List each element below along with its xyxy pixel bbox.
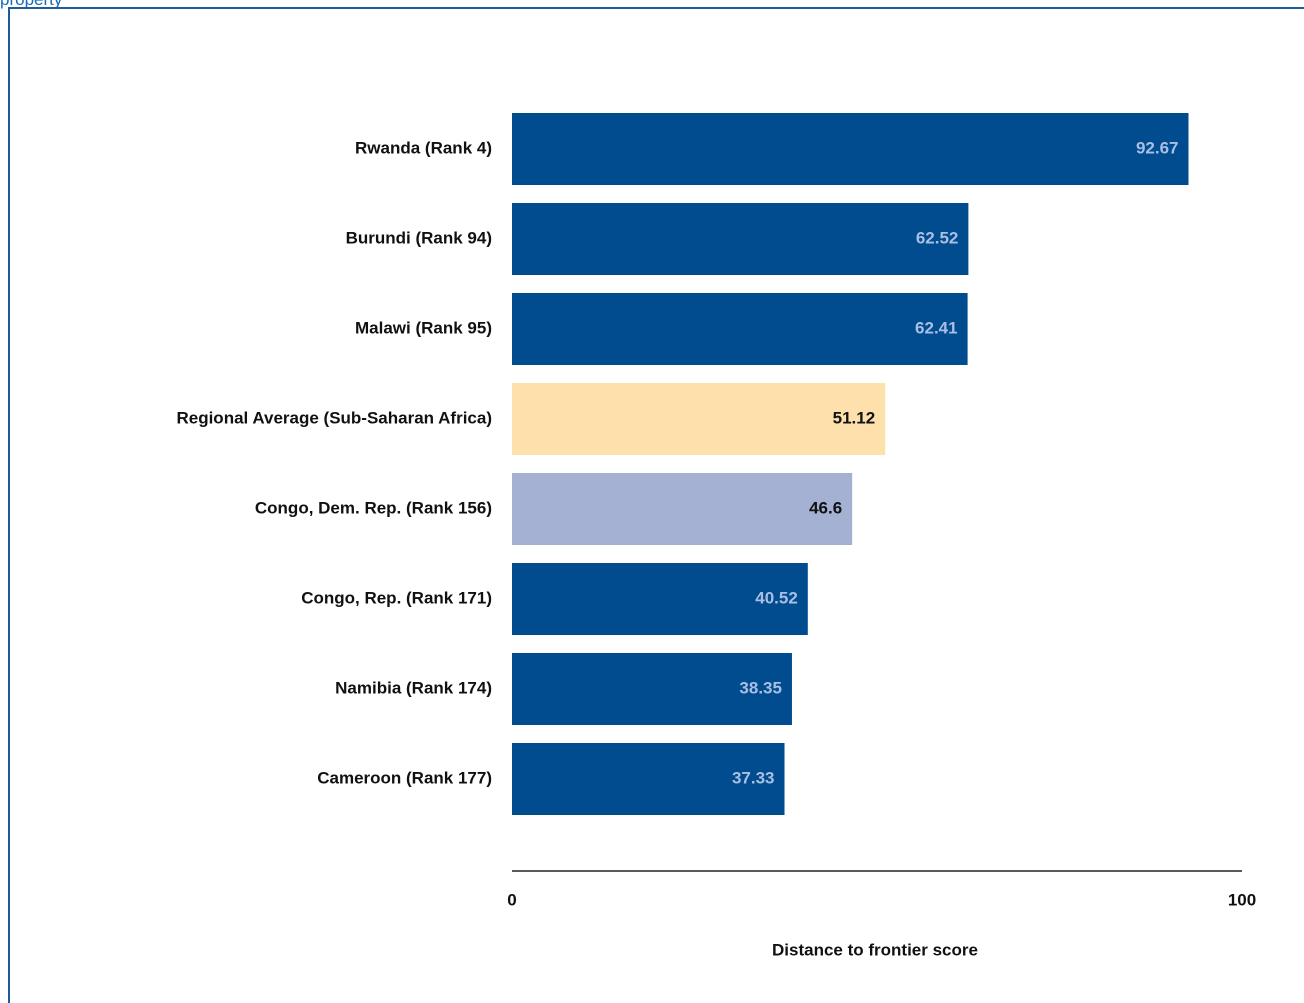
value-label: 62.52 — [916, 228, 959, 247]
bar — [512, 653, 792, 725]
value-label: 62.41 — [915, 318, 958, 337]
value-label: 38.35 — [739, 678, 782, 697]
category-label: Malawi (Rank 95) — [355, 318, 492, 337]
bar — [512, 473, 853, 545]
frame — [8, 7, 1304, 1003]
value-label: 51.12 — [833, 408, 876, 427]
value-label: 37.33 — [732, 768, 775, 787]
category-label: Regional Average (Sub-Saharan Africa) — [176, 408, 492, 427]
category-label: Namibia (Rank 174) — [335, 678, 492, 697]
bar — [512, 113, 1189, 185]
x-axis-label: Distance to frontier score — [772, 940, 978, 959]
x-tick-label: 0 — [507, 890, 516, 909]
category-label: Congo, Rep. (Rank 171) — [301, 588, 492, 607]
category-label: Cameroon (Rank 177) — [317, 768, 492, 787]
header-fragment: property — [0, 0, 62, 10]
value-label: 92.67 — [1136, 138, 1179, 157]
bar — [512, 293, 968, 365]
x-tick-label: 100 — [1228, 890, 1256, 909]
category-label: Congo, Dem. Rep. (Rank 156) — [255, 498, 492, 517]
value-label: 40.52 — [755, 588, 798, 607]
category-label: Burundi (Rank 94) — [346, 228, 492, 247]
category-label: Rwanda (Rank 4) — [355, 138, 492, 157]
bar — [512, 743, 785, 815]
bar — [512, 563, 808, 635]
bar — [512, 203, 969, 275]
value-label: 46.6 — [809, 498, 842, 517]
bar — [512, 383, 886, 455]
